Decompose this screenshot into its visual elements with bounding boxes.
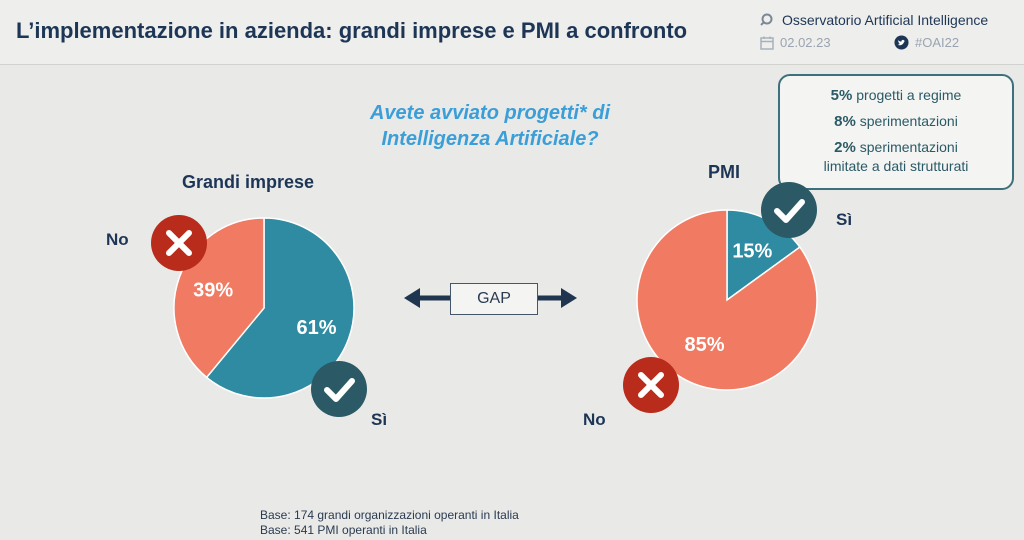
- pmi-breakdown-box: 5% progetti a regime 8% sperimentazioni …: [778, 74, 1014, 190]
- check-icon: [311, 361, 367, 417]
- pie-slice-si: [205, 217, 355, 399]
- question-line-2: Intelligenza Artificiale?: [381, 128, 599, 150]
- date-label: 02.02.23: [760, 35, 831, 50]
- date-text: 02.02.23: [780, 35, 831, 50]
- breakdown-item: 8% sperimentazioni: [780, 112, 1012, 131]
- footnote-base-pmi: Base: 541 PMI operanti in Italia: [260, 523, 427, 537]
- gap-arrow: [404, 288, 577, 308]
- breakdown-text-continued: limitate a dati strutturati: [823, 158, 969, 174]
- header-bar: L’implementazione in azienda: grandi imp…: [0, 0, 1024, 65]
- observatory-name: Osservatorio Artificial Intelligence: [782, 12, 989, 28]
- pie-value-label: 15%: [732, 240, 772, 262]
- hashtag-label: #OAI22: [894, 35, 959, 50]
- survey-question: Avete avviato progetti* di Intelligenza …: [330, 100, 650, 152]
- breakdown-text: sperimentazioni: [859, 113, 958, 129]
- pie-value-label: 61%: [296, 317, 336, 339]
- breakdown-value: 8%: [834, 113, 856, 130]
- slice-label-no-grandi: No: [106, 230, 129, 249]
- breakdown-text: sperimentazioni: [859, 139, 958, 155]
- observatory-label: Osservatorio Artificial Intelligence: [760, 12, 988, 28]
- cross-icon: [623, 357, 679, 413]
- gap-label: GAP: [450, 283, 538, 315]
- calendar-icon: [760, 36, 774, 50]
- chart-title-pmi: PMI: [708, 162, 741, 182]
- page-title: L’implementazione in azienda: grandi imp…: [16, 18, 688, 43]
- pie-value-label: 39%: [193, 280, 233, 302]
- breakdown-value: 2%: [834, 139, 856, 156]
- chart-title-grandi-imprese: Grandi imprese: [182, 172, 315, 192]
- pie-slice-no: [636, 209, 818, 391]
- search-icon: [760, 13, 773, 26]
- breakdown-text: progetti a regime: [856, 87, 962, 103]
- breakdown-item: 2% sperimentazioni limitate a dati strut…: [780, 138, 1012, 175]
- question-line-1: Avete avviato progetti* di: [369, 102, 611, 124]
- slice-label-no-pmi: No: [583, 410, 606, 429]
- twitter-icon: [894, 35, 909, 50]
- cross-icon: [151, 215, 207, 271]
- footnote-base-grandi: Base: 174 grandi organizzazioni operanti…: [260, 508, 519, 522]
- check-icon: [761, 182, 817, 238]
- slice-label-si-pmi: Sì: [836, 210, 853, 229]
- breakdown-value: 5%: [830, 87, 853, 104]
- breakdown-item: 5% progetti a regime: [780, 86, 1012, 105]
- slice-label-si-grandi: Sì: [371, 410, 388, 429]
- pie-value-label: 85%: [685, 334, 725, 356]
- hashtag-text: #OAI22: [915, 35, 960, 50]
